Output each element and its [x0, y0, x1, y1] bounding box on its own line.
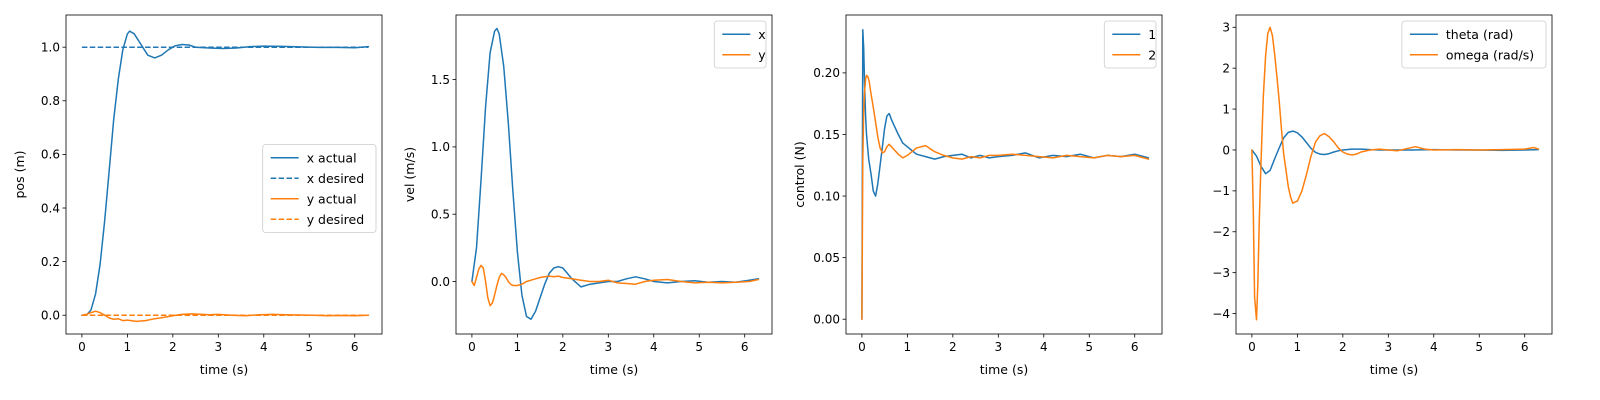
series-lines [1251, 26, 1540, 321]
axes-frame [1235, 14, 1553, 335]
x-tick-label: 4 [1040, 340, 1048, 354]
series-lines [861, 29, 1150, 320]
y-axis-label: control (N) [792, 141, 807, 207]
y-tick-label: 0.05 [813, 251, 840, 265]
series-line-1 [81, 30, 370, 316]
axes-frame [455, 14, 773, 335]
y-tick-label: 1.5 [431, 73, 450, 87]
y-tick-label: 0.4 [41, 201, 60, 215]
x-tick-label: 5 [1475, 340, 1483, 354]
legend-entry: x [758, 27, 765, 42]
y-tick-label: 0.20 [813, 66, 840, 80]
y-tick-label: 0.6 [41, 148, 60, 162]
y-tick-label: −2 [1212, 225, 1230, 239]
x-tick-label: 2 [169, 340, 177, 354]
x-tick-label: 6 [1131, 340, 1139, 354]
axes-frame [65, 14, 383, 335]
y-tick-label: −4 [1212, 307, 1230, 321]
y-tick-label: 0.00 [813, 313, 840, 327]
subplot-1: 0 1 2 3 4 5 6 0.0 0.2 0.4 0.6 0.8 1.0 time (s) pos (m)… [12, 14, 383, 377]
y-tick-label: 0.8 [41, 94, 60, 108]
series-line-2 [861, 74, 1150, 320]
series-line-1 [471, 27, 760, 320]
x-tick-label: 0 [468, 340, 476, 354]
legend-entry: 1 [1148, 27, 1156, 42]
x-tick-label: 4 [1430, 340, 1438, 354]
y-tick-label: 1 [1222, 102, 1230, 116]
series-line-1 [861, 29, 1150, 320]
y-axis-label: pos (m) [12, 151, 27, 199]
x-axis-label: time (s) [1370, 362, 1418, 377]
legend-entry: y actual [307, 191, 357, 206]
legend-entry: y desired [307, 212, 364, 227]
y-tick-label: 0.15 [813, 128, 840, 142]
x-tick-label: 4 [260, 340, 268, 354]
x-tick-label: 1 [1294, 340, 1302, 354]
legend-box [1401, 20, 1547, 69]
x-tick-label: 3 [604, 340, 612, 354]
y-tick-label: −3 [1212, 266, 1230, 280]
y-tick-label: 3 [1222, 21, 1230, 35]
legend-entry: 2 [1148, 47, 1156, 62]
legend: theta (rad) omega (rad/s) [1401, 20, 1547, 69]
legend-entry: y [758, 47, 766, 62]
legend-box [713, 20, 767, 69]
legend-entry: x desired [307, 171, 364, 186]
x-axis-label: time (s) [590, 362, 638, 377]
x-tick-label: 1 [904, 340, 912, 354]
subplot-4: 0 1 2 3 4 5 6 −4 −3 −2 −1 0 1 2 3 time (s) theta (rad) om… [1212, 14, 1553, 377]
x-tick-label: 5 [1085, 340, 1093, 354]
series-lines [81, 30, 370, 323]
legend: 12 [1103, 20, 1157, 69]
series-line-2 [471, 264, 760, 307]
y-tick-label: 2 [1222, 61, 1230, 75]
x-tick-label: 5 [695, 340, 703, 354]
x-tick-label: 1 [124, 340, 132, 354]
y-tick-label: −1 [1212, 184, 1230, 198]
legend: x actual x desired y actual y desired [262, 144, 377, 233]
legend-entry: omega (rad/s) [1446, 47, 1534, 62]
legend-entry: x actual [307, 150, 357, 165]
y-tick-label: 0.0 [431, 275, 450, 289]
y-tick-label: 0 [1222, 143, 1230, 157]
y-tick-label: 1.0 [41, 40, 60, 54]
subplot-2: 0 1 2 3 4 5 6 0.0 0.5 1.0 1.5 time (s) vel (m/s) xy [402, 14, 773, 377]
x-axis-label: time (s) [200, 362, 248, 377]
x-tick-label: 2 [559, 340, 567, 354]
legend-box [1103, 20, 1157, 69]
x-tick-label: 0 [78, 340, 86, 354]
x-tick-label: 1 [514, 340, 522, 354]
series-lines [471, 27, 760, 320]
axes-frame [845, 14, 1163, 335]
y-tick-label: 0.10 [813, 189, 840, 203]
y-tick-label: 0.5 [431, 208, 450, 222]
series-line-2 [1251, 26, 1540, 321]
x-tick-label: 3 [994, 340, 1002, 354]
y-tick-label: 0.0 [41, 309, 60, 323]
y-tick-label: 1.0 [431, 140, 450, 154]
x-tick-label: 6 [1521, 340, 1529, 354]
x-tick-label: 4 [650, 340, 658, 354]
legend-box [262, 144, 377, 233]
x-tick-label: 0 [858, 340, 866, 354]
x-tick-label: 2 [949, 340, 957, 354]
series-line-1 [1251, 130, 1540, 175]
x-tick-label: 3 [214, 340, 222, 354]
x-tick-label: 5 [305, 340, 313, 354]
y-tick-label: 0.2 [41, 255, 60, 269]
x-tick-label: 6 [351, 340, 359, 354]
x-axis-label: time (s) [980, 362, 1028, 377]
x-tick-label: 0 [1248, 340, 1256, 354]
x-tick-label: 6 [741, 340, 749, 354]
legend: xy [713, 20, 767, 69]
y-axis-label: vel (m/s) [402, 147, 417, 202]
legend-entry: theta (rad) [1446, 27, 1514, 42]
x-tick-label: 2 [1339, 340, 1347, 354]
x-tick-label: 3 [1384, 340, 1392, 354]
series-line-3 [81, 310, 370, 323]
